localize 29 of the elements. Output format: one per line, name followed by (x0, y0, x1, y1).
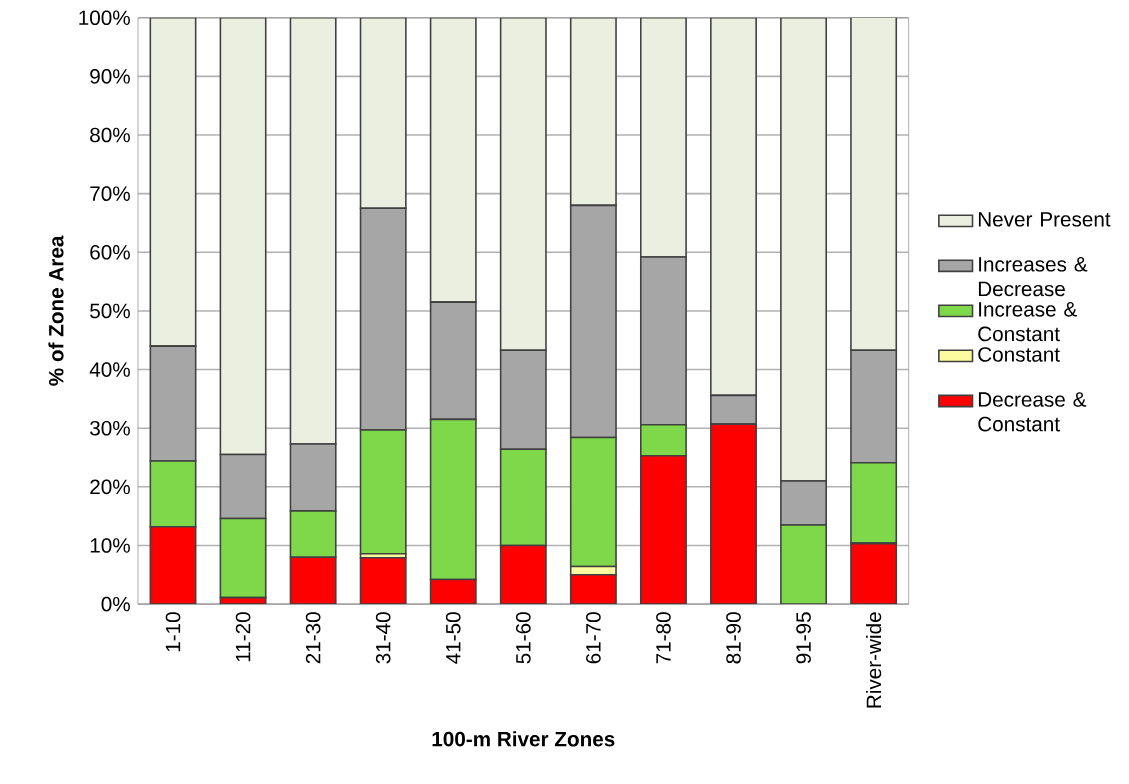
legend-label: Never Present (978, 211, 1111, 227)
y-tick-label: 10% (90, 537, 130, 553)
y-tick-label: 100% (79, 10, 130, 25)
x-tick-label: 71-80 (656, 612, 671, 664)
y-tick-label: 40% (89, 362, 130, 377)
x-tick-label: River-wide (866, 612, 882, 708)
legend-label: Decrease & Constant (978, 392, 1087, 432)
x-tick-label: 41-50 (445, 612, 461, 664)
y-tick-label: 30% (90, 420, 130, 436)
x-tick-label: 21-30 (305, 612, 321, 664)
y-tick-label: 90% (90, 68, 130, 84)
y-tick-label: 20% (90, 479, 130, 494)
x-tick-label: 11-20 (235, 612, 251, 661)
x-tick-label: 91-95 (796, 612, 811, 664)
legend-label: Constant (978, 346, 1060, 362)
x-tick-label: 31-40 (375, 612, 391, 664)
x-tick-label: 1-10 (165, 612, 181, 652)
y-axis-title: % of Zone Area (48, 235, 64, 386)
legend-label: Increases & Decrease (978, 256, 1088, 297)
x-tick-label: 61-70 (586, 612, 601, 664)
y-tick-label: 60% (90, 244, 130, 260)
x-tick-label: 81-90 (726, 612, 741, 664)
legend-label: Increase & Constant (978, 301, 1077, 342)
x-tick-label: 51-60 (516, 612, 531, 664)
y-tick-label: 80% (90, 127, 130, 143)
y-tick-label: 70% (90, 186, 130, 201)
y-tick-label: 0% (101, 596, 130, 612)
x-axis-title: 100-m River Zones (432, 731, 615, 747)
y-tick-label: 50% (90, 303, 130, 319)
